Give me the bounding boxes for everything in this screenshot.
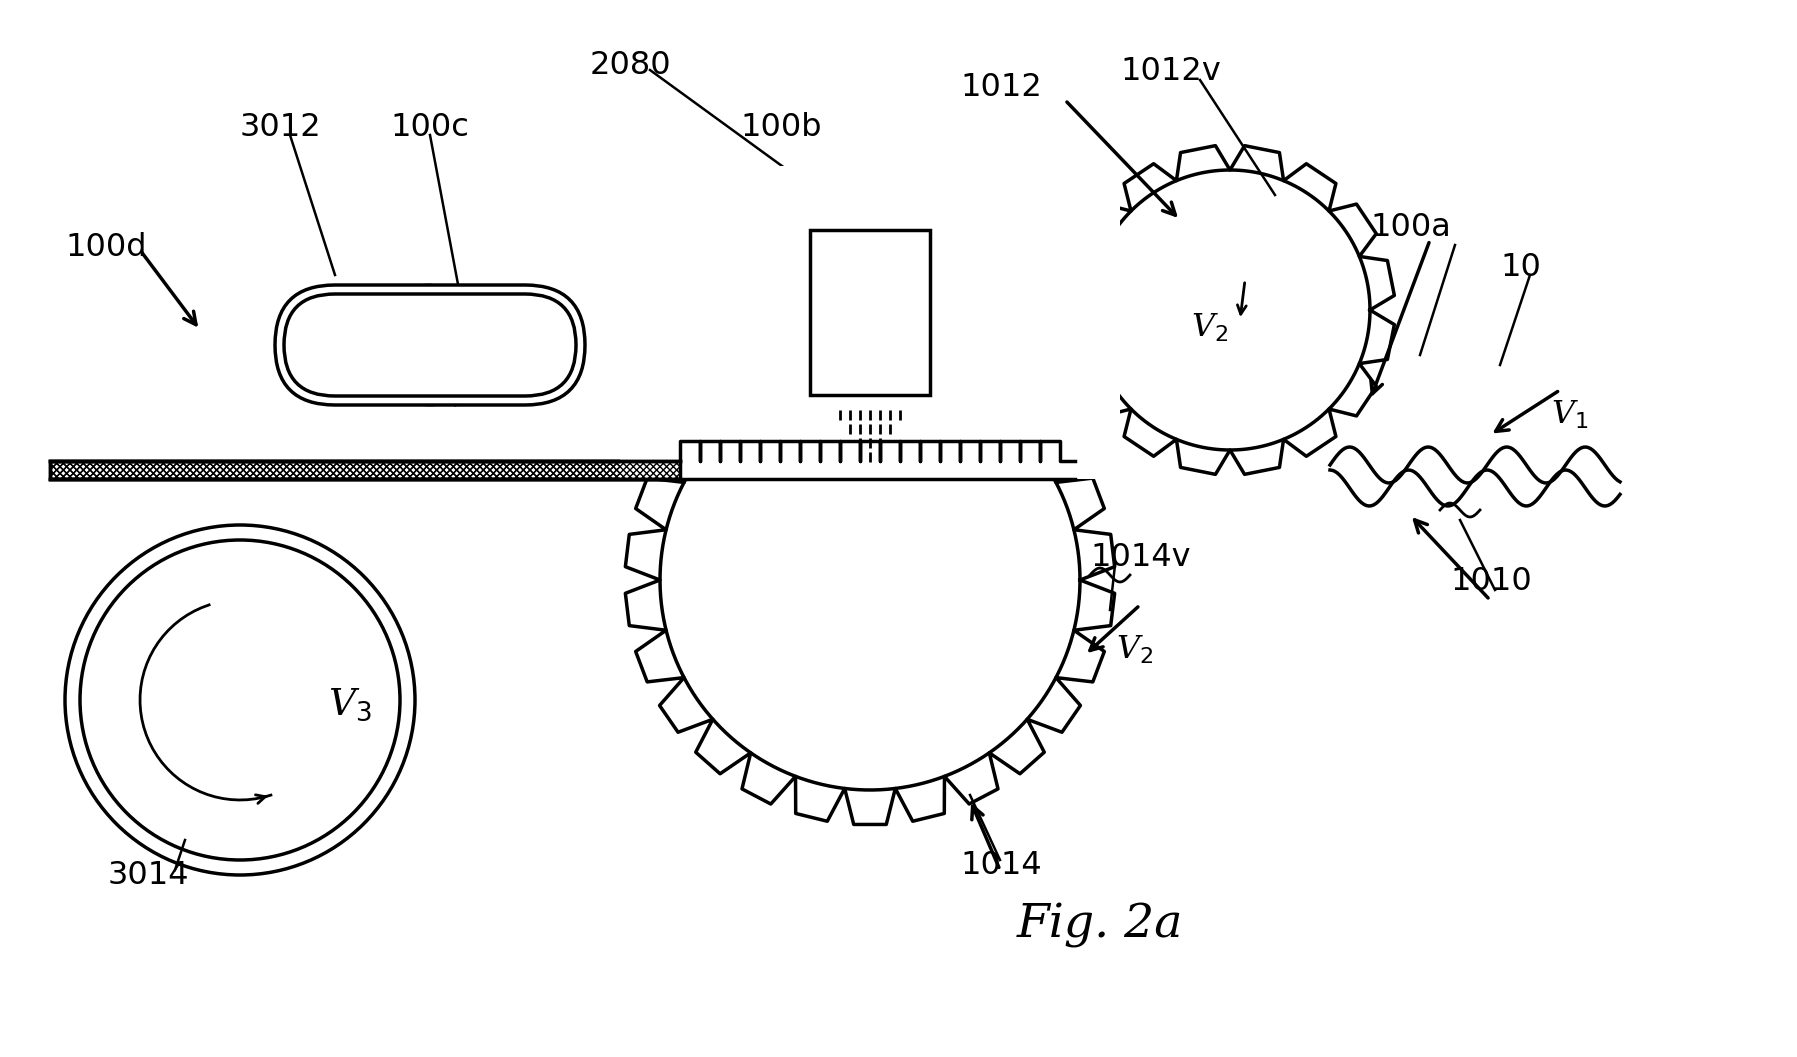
Text: V$_3$: V$_3$ [395,291,435,326]
FancyBboxPatch shape [275,285,586,405]
Text: V$_2$: V$_2$ [1116,634,1154,666]
Text: V$_2$: V$_2$ [1191,312,1229,345]
Text: Fig. 2a: Fig. 2a [1017,903,1182,948]
Text: 100b: 100b [740,112,821,144]
Text: V$_1$: V$_1$ [1551,398,1589,431]
Text: 100d: 100d [65,233,147,263]
Bar [620,166,1120,479]
Text: 80: 80 [915,372,956,404]
Text: 1014: 1014 [960,850,1042,880]
Text: 100c: 100c [390,112,469,144]
Text: 1010: 1010 [1450,567,1531,597]
Bar [810,230,931,395]
Bar [50,461,679,479]
Text: 1012v: 1012v [1120,56,1220,88]
Text: 1014v: 1014v [1091,542,1191,574]
Text: 100a: 100a [1369,212,1450,243]
Bar [50,461,679,479]
Bar [50,461,679,479]
Text: V$_3$: V$_3$ [329,687,372,723]
Text: 10: 10 [1500,253,1540,283]
Text: 3014: 3014 [108,859,189,890]
Text: 3012: 3012 [241,112,322,144]
Text: 2080: 2080 [589,50,672,80]
Text: 1012: 1012 [960,73,1042,104]
FancyBboxPatch shape [284,294,577,396]
Bar [50,461,679,479]
